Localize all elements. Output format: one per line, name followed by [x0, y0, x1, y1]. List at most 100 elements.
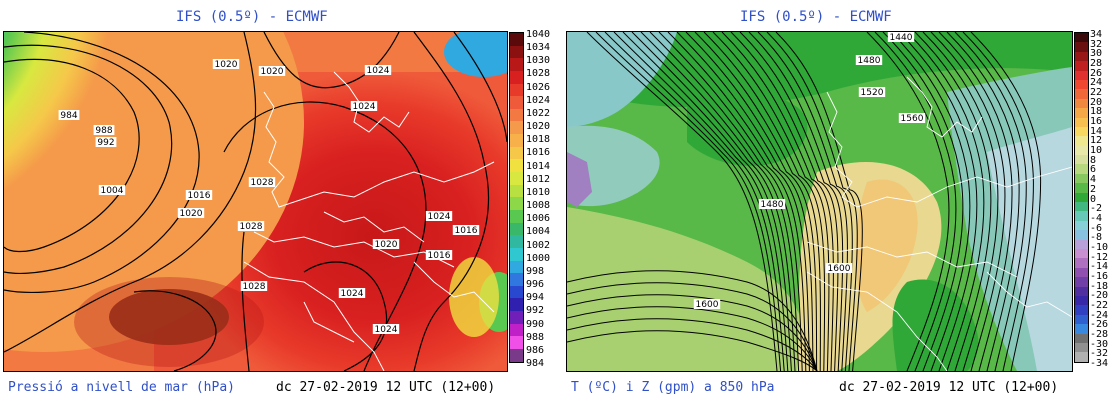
colorbar-segment [1075, 220, 1088, 231]
svg-text:1028: 1028 [243, 282, 266, 292]
colorbar-segment [510, 298, 523, 312]
left-description: Pressió a nivell de mar (hPa) [8, 380, 235, 395]
colorbar-label: 28 [1090, 58, 1103, 70]
colorbar-label: -12 [1090, 251, 1109, 263]
isobar-label: 1004 [98, 185, 126, 196]
colorbar-label: 1014 [526, 160, 551, 172]
isobar-label: 1024 [372, 324, 400, 335]
isobar-label: 1024 [338, 288, 366, 299]
colorbar-label: 1010 [526, 186, 551, 198]
colorbar-segment [510, 33, 523, 46]
svg-text:1020: 1020 [375, 240, 398, 250]
colorbar-segment [1075, 173, 1088, 184]
height-label: 1480 [855, 55, 883, 66]
colorbar-label: 1008 [526, 200, 551, 212]
colorbar-segment [1075, 342, 1088, 353]
isobar-label: 1016 [185, 190, 213, 201]
colorbar-label: 988 [526, 331, 545, 343]
svg-text:1028: 1028 [251, 178, 274, 188]
colorbar-segment [1075, 183, 1088, 193]
colorbar-segment [1075, 70, 1088, 80]
colorbar-segment [1075, 79, 1088, 90]
colorbar-segment [1075, 42, 1088, 52]
colorbar-segment [510, 83, 523, 97]
colorbar-segment [510, 247, 523, 261]
svg-text:1480: 1480 [858, 56, 881, 66]
colorbar-segment [510, 323, 523, 337]
left-map: 984 988 992 1004 1016 1020 1020 1020 1024 1024 102… [3, 31, 508, 372]
colorbar-segment [510, 172, 523, 185]
isobar-label: 1020 [212, 59, 240, 70]
isobar-label: 1024 [425, 211, 453, 222]
colorbar-label: 8 [1090, 154, 1097, 166]
colorbar-label: 986 [526, 344, 545, 356]
colorbar-label: 998 [526, 265, 545, 277]
isobar-label: 992 [95, 137, 117, 148]
isobar-label: 1024 [364, 65, 392, 76]
colorbar-segment [510, 311, 523, 324]
colorbar-label: -26 [1090, 319, 1109, 331]
colorbar-label: 1016 [526, 147, 551, 159]
svg-text:1016: 1016 [455, 226, 478, 236]
svg-text:1020: 1020 [261, 67, 284, 77]
svg-text:988: 988 [95, 126, 112, 136]
right-datetime: dc 27-02-2019 12 UTC (12+00) [839, 380, 1059, 395]
colorbar-label: 1000 [526, 252, 551, 264]
colorbar-label: -8 [1090, 232, 1103, 244]
temperature-geopotential-map: 1440 1480 1520 1560 1480 1600 1600 [567, 32, 1072, 371]
colorbar-label: 1012 [526, 173, 551, 185]
left-datetime: dc 27-02-2019 12 UTC (12+00) [276, 380, 496, 395]
colorbar-label: 12 [1090, 135, 1103, 147]
isobar-label: 1020 [372, 239, 400, 250]
colorbar-segment [510, 184, 523, 198]
svg-text:1024: 1024 [341, 289, 364, 299]
colorbar-label: 18 [1090, 106, 1103, 118]
colorbar-label: 1026 [526, 81, 551, 93]
colorbar-label: 1006 [526, 213, 551, 225]
colorbar-label: 1004 [526, 226, 551, 238]
colorbar-segment [1075, 333, 1088, 343]
colorbar-label: 1020 [526, 121, 551, 133]
colorbar-label: 14 [1090, 125, 1103, 137]
svg-text:1520: 1520 [861, 88, 884, 98]
colorbar-label: 1040 [526, 29, 551, 40]
colorbar-segment [1075, 155, 1088, 165]
colorbar-label: 1018 [526, 134, 551, 146]
height-label: 1560 [898, 113, 926, 124]
colorbar-label: 1034 [526, 42, 551, 54]
colorbar-label: -4 [1090, 212, 1103, 224]
colorbar-segment [510, 134, 523, 147]
colorbar-segment [510, 108, 523, 122]
colorbar-label: 1024 [526, 94, 551, 106]
colorbar-segment [1075, 202, 1088, 212]
left-colorbar [509, 32, 524, 363]
right-colorbar [1074, 32, 1089, 363]
svg-text:1028: 1028 [240, 222, 263, 232]
colorbar-segment [510, 260, 523, 274]
height-label: 1600 [825, 263, 853, 274]
colorbar-segment [1075, 248, 1088, 259]
right-map: 1440 1480 1520 1560 1480 1600 1600 [566, 31, 1073, 372]
colorbar-label: -2 [1090, 203, 1103, 215]
isobar-label: 1016 [452, 225, 480, 236]
colorbar-label: 990 [526, 318, 545, 330]
isobar-lines [4, 32, 507, 371]
colorbar-label: 2 [1090, 183, 1097, 195]
colorbar-label: 4 [1090, 174, 1097, 186]
isobar-label: 1016 [425, 250, 453, 261]
colorbar-label: 34 [1090, 29, 1103, 40]
colorbar-label: -14 [1090, 261, 1109, 273]
colorbar-segment [510, 336, 523, 350]
colorbar-segment [510, 209, 523, 223]
colorbar-label: -22 [1090, 299, 1109, 311]
svg-text:1004: 1004 [101, 186, 124, 196]
svg-text:992: 992 [97, 138, 114, 148]
colorbar-label: 992 [526, 305, 545, 317]
colorbar-label: 6 [1090, 164, 1097, 176]
colorbar-segment [1075, 108, 1088, 118]
svg-text:984: 984 [60, 111, 77, 121]
svg-text:1024: 1024 [375, 325, 398, 335]
isobar-label: 1020 [258, 66, 286, 77]
svg-text:1560: 1560 [901, 114, 924, 124]
colorbar-label: 1030 [526, 55, 551, 67]
